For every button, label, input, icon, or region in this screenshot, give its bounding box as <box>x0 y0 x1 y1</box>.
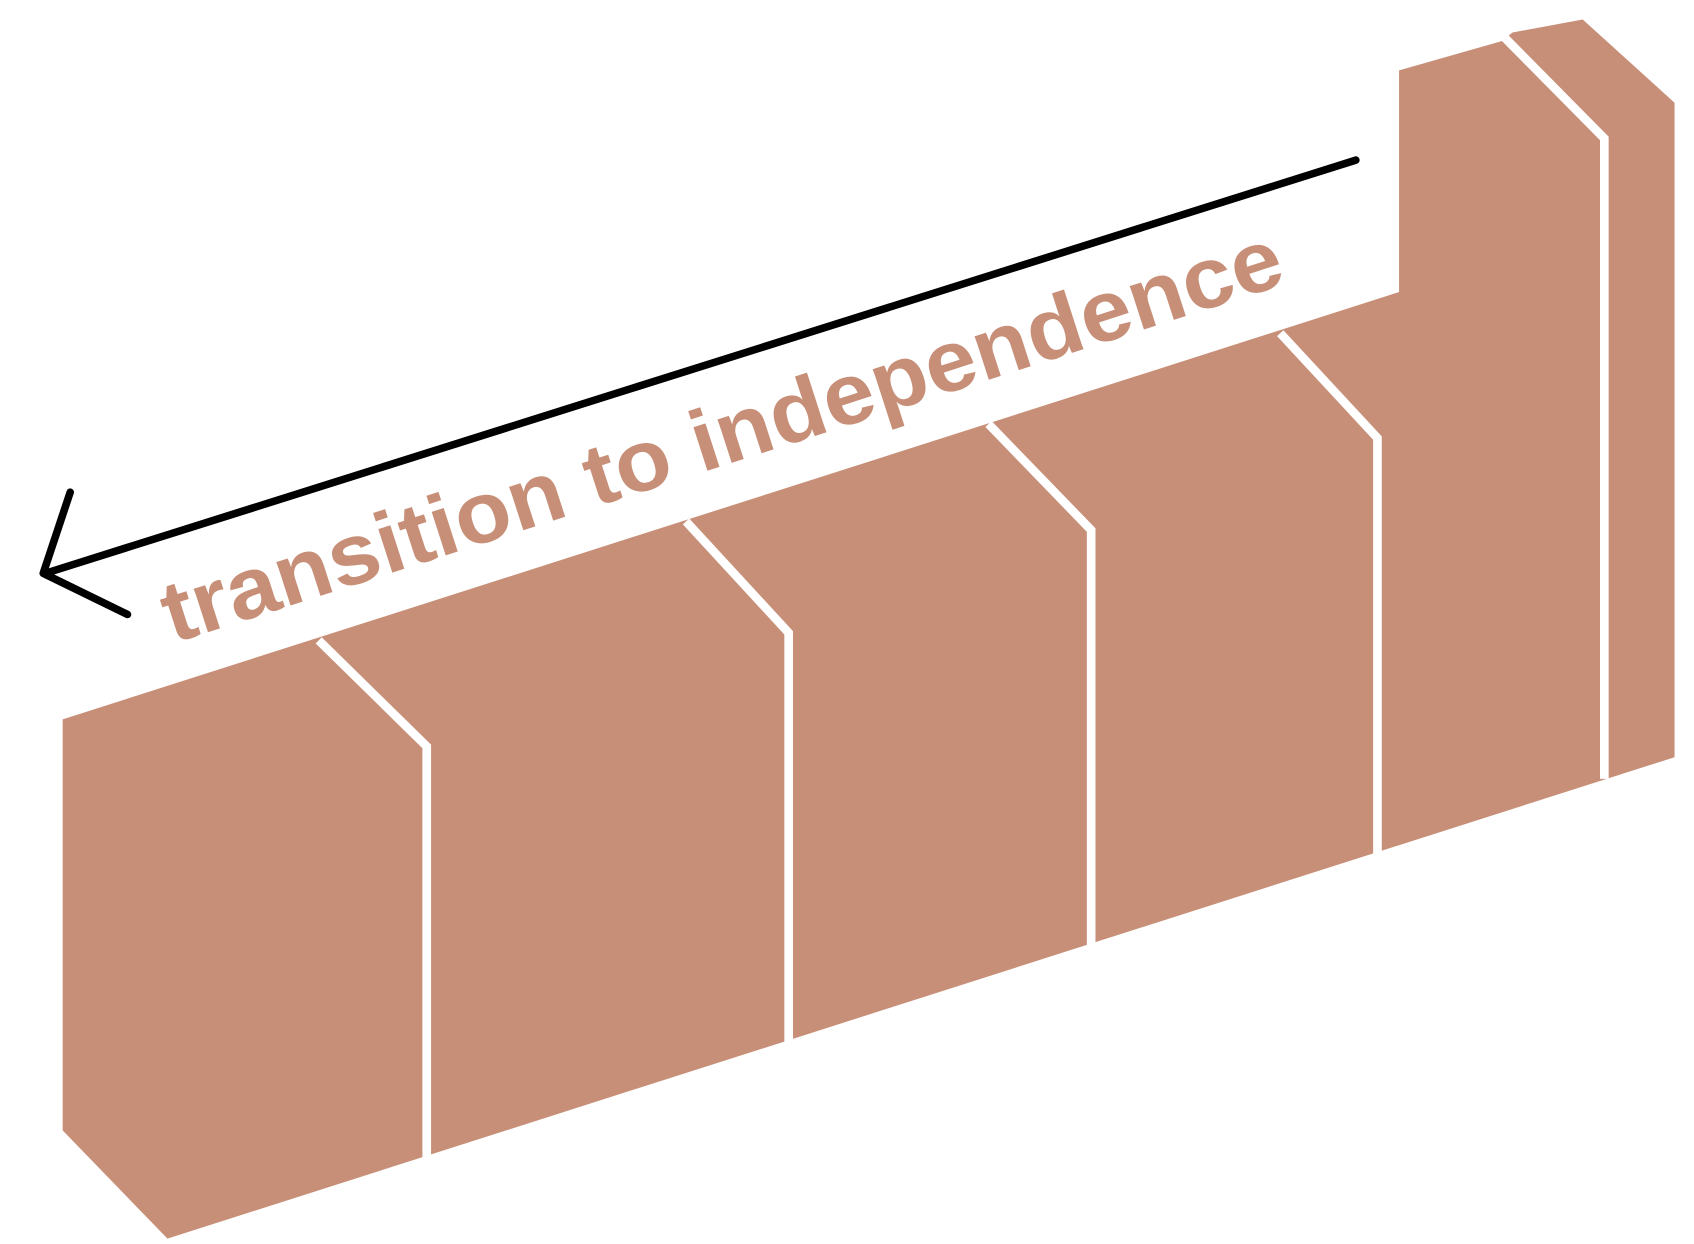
divider <box>1500 33 1609 779</box>
divider <box>1277 330 1382 855</box>
wall <box>62 19 1675 1239</box>
divider <box>315 637 432 1163</box>
arrow-shaft <box>41 156 1360 578</box>
arrow-head <box>39 488 132 619</box>
divider <box>682 518 793 1050</box>
divider <box>985 421 1096 947</box>
block-dividers <box>315 33 1609 1163</box>
arrow <box>39 156 1360 619</box>
